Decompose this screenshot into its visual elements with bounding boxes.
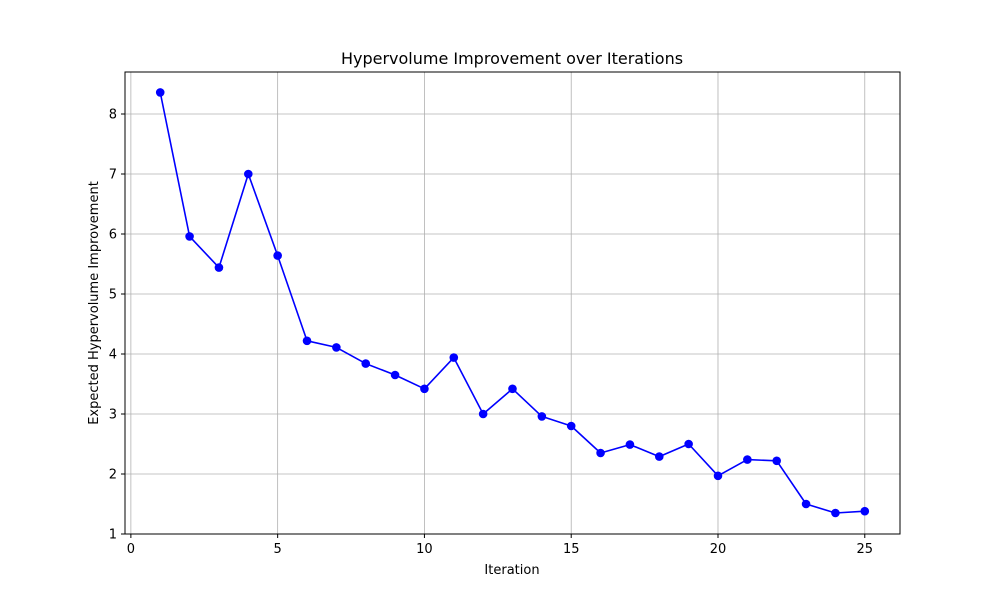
y-tick-label: 6 bbox=[109, 228, 117, 243]
data-point bbox=[155, 88, 165, 97]
data-point bbox=[302, 336, 312, 346]
data-point bbox=[596, 448, 605, 458]
data-point bbox=[566, 421, 576, 431]
data-point bbox=[332, 343, 341, 352]
y-tick-label: 1 bbox=[109, 528, 117, 543]
data-point bbox=[625, 440, 635, 449]
data-point bbox=[772, 456, 782, 466]
ticks-layer: 0 5 10 15 20 25 1 2 3 4 5 6 7 8 bbox=[109, 108, 873, 558]
data-point bbox=[801, 499, 811, 509]
data-point bbox=[390, 370, 400, 380]
data-point bbox=[654, 452, 664, 461]
data-point bbox=[243, 169, 253, 179]
data-point bbox=[831, 508, 840, 518]
data-point bbox=[743, 455, 752, 464]
data-point bbox=[713, 471, 723, 481]
data-point bbox=[537, 412, 547, 421]
data-point bbox=[508, 384, 517, 394]
y-axis-label: Expected Hypervolume Improvement bbox=[87, 181, 102, 425]
data-point bbox=[185, 232, 194, 241]
series-layer bbox=[155, 88, 870, 518]
x-tick-label: 5 bbox=[274, 542, 282, 557]
axes-frame bbox=[124, 71, 901, 535]
data-point bbox=[420, 384, 429, 394]
data-point bbox=[273, 251, 282, 260]
data-point bbox=[684, 439, 693, 449]
y-tick-label: 5 bbox=[109, 288, 117, 303]
y-tick-label: 3 bbox=[109, 408, 117, 423]
y-tick-label: 7 bbox=[109, 168, 117, 183]
data-point bbox=[860, 506, 870, 516]
y-tick-label: 8 bbox=[109, 108, 117, 123]
x-tick-label: 15 bbox=[563, 542, 580, 557]
y-tick-label: 4 bbox=[109, 348, 117, 363]
data-point bbox=[214, 263, 224, 272]
data-point bbox=[361, 359, 371, 368]
x-tick-label: 20 bbox=[710, 542, 727, 557]
y-tick-label: 2 bbox=[109, 468, 117, 483]
chart-title: Hypervolume Improvement over Iterations bbox=[341, 49, 683, 68]
series-line bbox=[159, 92, 865, 514]
x-tick-label: 25 bbox=[856, 542, 873, 557]
data-point bbox=[449, 353, 459, 362]
data-point bbox=[478, 409, 488, 419]
x-tick-label: 0 bbox=[127, 542, 135, 557]
grid-lines bbox=[125, 72, 900, 535]
x-axis-label: Iteration bbox=[484, 563, 539, 578]
x-tick-label: 10 bbox=[416, 542, 433, 557]
